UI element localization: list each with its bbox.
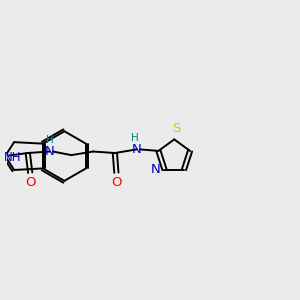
Text: N: N xyxy=(151,163,160,176)
Text: O: O xyxy=(25,176,35,189)
Text: H: H xyxy=(131,133,139,143)
Text: S: S xyxy=(172,122,180,135)
Text: O: O xyxy=(111,176,122,189)
Text: N: N xyxy=(132,143,142,156)
Text: H: H xyxy=(46,135,53,145)
Text: N: N xyxy=(45,145,54,158)
Text: NH: NH xyxy=(4,151,21,164)
